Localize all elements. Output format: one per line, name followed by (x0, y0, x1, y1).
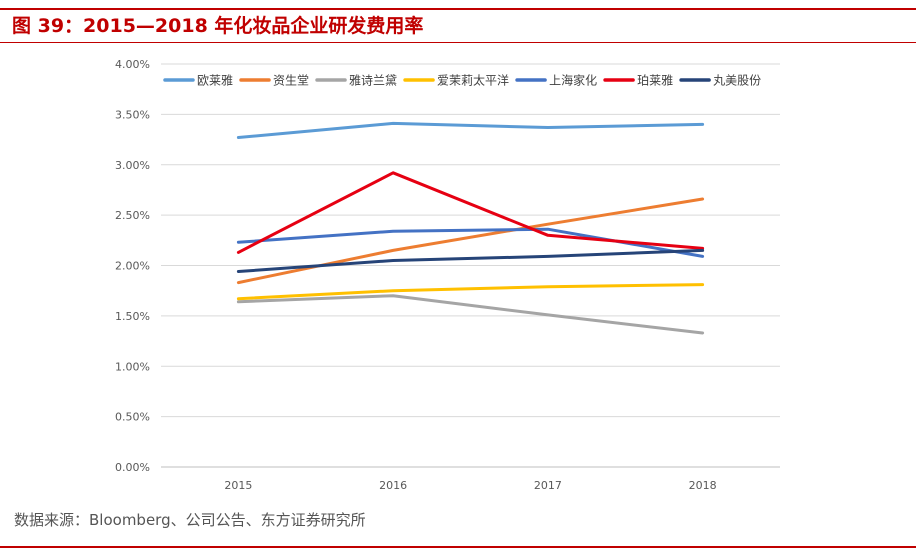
y-tick-label: 2.00% (115, 260, 150, 273)
legend-label: 欧莱雅 (197, 73, 233, 88)
series-line-资生堂 (236, 197, 705, 285)
x-tick-label: 2015 (224, 479, 252, 492)
top-rule (0, 8, 916, 10)
x-tick-label: 2016 (379, 479, 407, 492)
series-line-雅诗兰黛 (236, 294, 705, 335)
x-tick-label: 2017 (534, 479, 562, 492)
series-line-珀莱雅 (236, 171, 705, 254)
y-tick-label: 3.50% (115, 108, 150, 121)
x-axis-tick-labels: 2015 2016 2017 2018 (224, 479, 716, 492)
series-line-丸美股份 (236, 248, 705, 273)
series-line-欧莱雅 (236, 121, 705, 139)
legend-label: 上海家化 (549, 73, 597, 88)
legend: 欧莱雅 资生堂 雅诗兰黛 爱茉莉太平洋 上海家化 珀莱雅 丸美股份 (163, 73, 761, 88)
y-tick-label: 3.00% (115, 159, 150, 172)
grid-lines (161, 63, 780, 468)
legend-label: 珀莱雅 (637, 73, 673, 88)
source-note: 数据来源：Bloomberg、公司公告、东方证券研究所 (14, 511, 366, 529)
series-lines (236, 121, 705, 335)
y-tick-label: 1.50% (115, 310, 150, 323)
legend-label: 资生堂 (273, 74, 309, 88)
title-rule (0, 42, 916, 43)
y-axis-tick-labels: 0.00% 0.50% 1.00% 1.50% 2.00% 2.50% 3.00% 3.50%… (115, 58, 150, 474)
y-tick-label: 0.00% (115, 461, 150, 474)
y-tick-label: 4.00% (115, 58, 150, 71)
legend-label: 雅诗兰黛 (349, 73, 397, 88)
series-line-爱茉莉太平洋 (236, 283, 705, 301)
x-tick-label: 2018 (689, 479, 717, 492)
y-tick-label: 2.50% (115, 209, 150, 222)
legend-label: 爱茉莉太平洋 (437, 73, 509, 88)
legend-label: 丸美股份 (713, 74, 761, 88)
figure-title: 图 39：2015—2018 年化妆品企业研发费用率 (12, 15, 424, 37)
y-tick-label: 1.00% (115, 360, 150, 373)
y-tick-label: 0.50% (115, 411, 150, 424)
bottom-rule (0, 546, 916, 548)
